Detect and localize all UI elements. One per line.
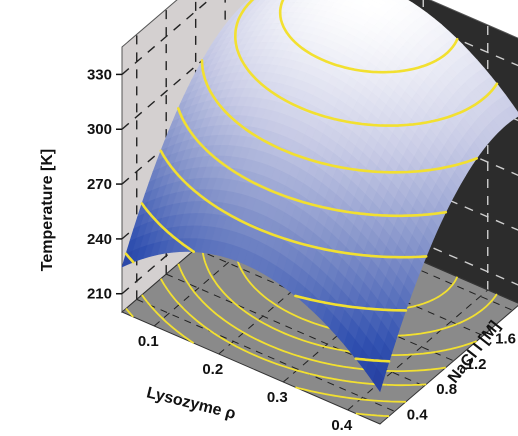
z-tick-label: 270 [87,176,112,193]
floor-contour-250 [141,294,406,403]
z-tick-label: 300 [87,121,112,138]
x-tick-label: 0.4 [331,417,353,434]
floor-gridline [136,298,395,412]
y-tick-label: 0.8 [436,381,457,398]
floor-gridline [195,248,454,362]
floor-gridline [153,205,295,327]
surface-contour-300 [200,59,478,174]
surface-contour-250 [140,202,408,312]
z-tick-label: 210 [87,286,112,303]
surface-contour-230 [124,252,391,363]
x-tick-label: 0.1 [138,333,159,350]
y-tick-label: 1.6 [495,331,516,348]
floor-gridline [224,223,484,337]
floor-gridline [218,233,360,355]
surface-patch [372,367,385,393]
floor-gridline [254,197,513,311]
z-tick-label: 330 [87,66,112,83]
y-tick-label: 1.2 [466,356,487,373]
surface-contour-315 [234,0,499,127]
z-axis-label: Temperature [K] [39,149,56,271]
left-wall-gridline [121,0,210,75]
floor-gridline [347,289,489,411]
surface-contour-285 [177,107,448,218]
x-axis-label: Lysozyme ρ [145,384,238,423]
surface-contour-270 [159,149,428,259]
surface-contour-lines [124,0,499,363]
x-tick-label: 0.3 [267,389,288,406]
floor-contour-270 [160,278,427,387]
axis-ticks: 2102402703003300.10.20.30.40.40.81.21.62… [87,66,516,434]
surface-contour-330 [278,0,459,74]
x-tick-label: 0.2 [202,361,223,378]
floor-contour-230 [125,308,390,418]
y-tick-label: 0.4 [407,406,429,423]
z-tick-label: 240 [87,231,112,248]
